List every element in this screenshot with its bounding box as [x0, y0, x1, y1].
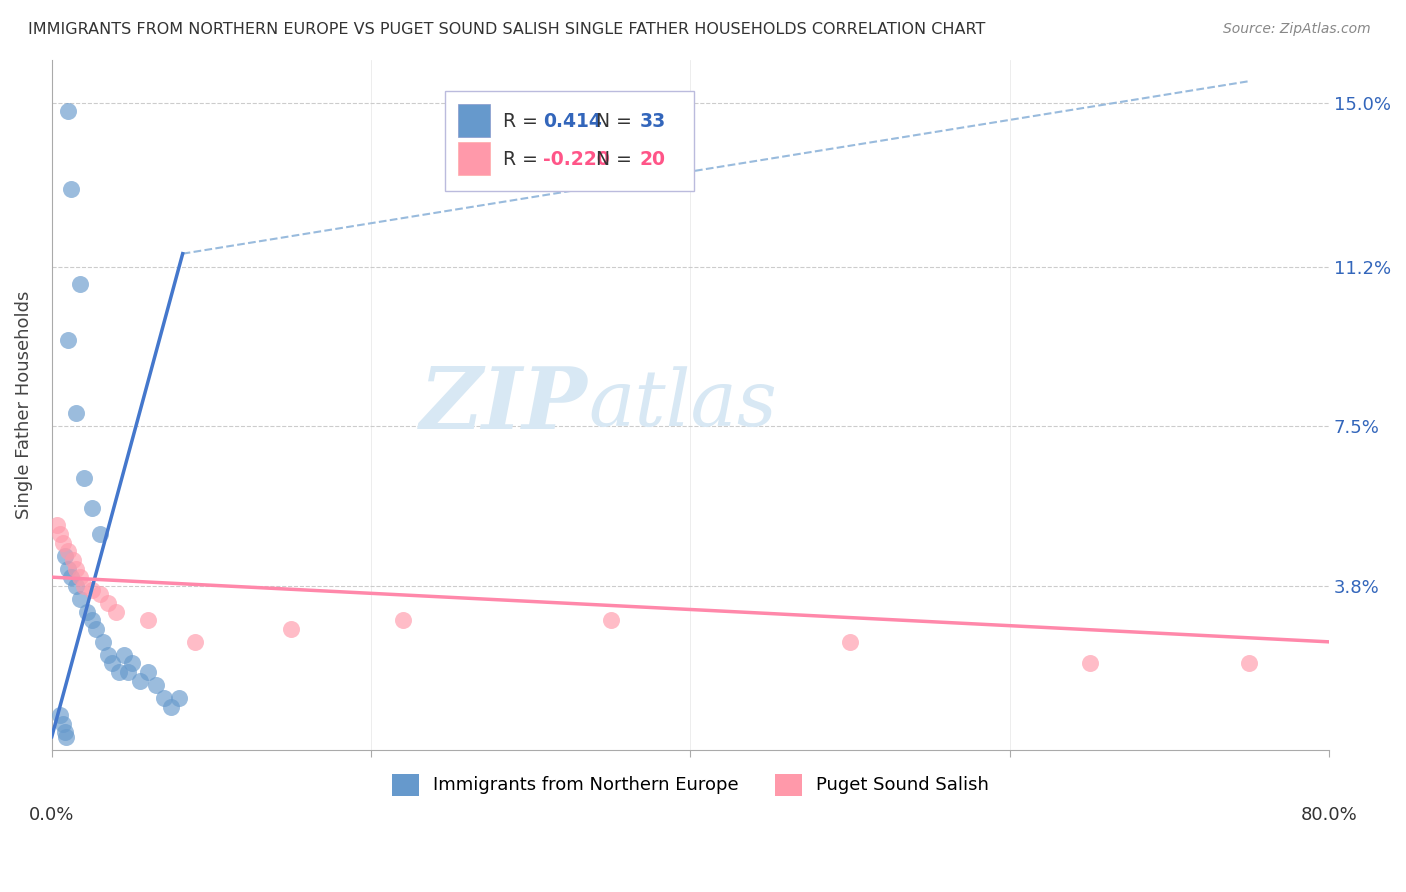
Point [91, 635, 114, 649]
Text: ZIP: ZIP [420, 363, 588, 446]
Point [112, 648, 135, 662]
Point [73, 579, 96, 593]
Y-axis label: Single Father Households: Single Father Households [15, 291, 32, 519]
Point [104, 605, 127, 619]
Point [599, 613, 621, 627]
FancyBboxPatch shape [458, 103, 489, 136]
Point [152, 690, 174, 705]
Point [48, 708, 70, 723]
Point [136, 613, 159, 627]
Point [56, 104, 79, 119]
Text: 20: 20 [640, 150, 665, 169]
Legend: Immigrants from Northern Europe, Puget Sound Salish: Immigrants from Northern Europe, Puget S… [384, 766, 997, 803]
Text: IMMIGRANTS FROM NORTHERN EUROPE VS PUGET SOUND SALISH SINGLE FATHER HOUSEHOLDS C: IMMIGRANTS FROM NORTHERN EUROPE VS PUGET… [28, 22, 986, 37]
Text: R =: R = [502, 112, 544, 131]
Point [52, 535, 75, 549]
Point [59, 570, 82, 584]
Point [169, 690, 191, 705]
Point [107, 665, 129, 679]
Point [69, 570, 91, 584]
Text: R =: R = [502, 150, 544, 169]
Point [59, 182, 82, 196]
Point [65, 406, 87, 420]
Point [80, 613, 103, 627]
Point [56, 544, 79, 558]
Point [128, 673, 150, 688]
Point [73, 471, 96, 485]
Point [65, 579, 87, 593]
Point [839, 635, 862, 649]
Text: 0.414: 0.414 [544, 112, 602, 131]
Point [76, 605, 98, 619]
Point [62, 553, 84, 567]
Point [45, 518, 67, 533]
Text: 33: 33 [640, 112, 665, 131]
Text: N =: N = [596, 112, 638, 131]
Text: 0.0%: 0.0% [30, 805, 75, 823]
Point [53, 725, 76, 739]
Point [48, 527, 70, 541]
Point [53, 549, 76, 563]
Point [69, 591, 91, 606]
FancyBboxPatch shape [458, 142, 489, 175]
Point [56, 561, 79, 575]
Point [160, 699, 183, 714]
Point [56, 333, 79, 347]
Text: 80.0%: 80.0% [1301, 805, 1357, 823]
Text: -0.220: -0.220 [544, 150, 610, 169]
Point [52, 716, 75, 731]
Point [89, 527, 111, 541]
Point [1078, 657, 1101, 671]
Point [101, 657, 124, 671]
Point [65, 561, 87, 575]
Point [97, 596, 120, 610]
Point [55, 730, 77, 744]
Point [280, 622, 302, 636]
Point [184, 635, 207, 649]
Point [86, 622, 108, 636]
Point [1237, 657, 1260, 671]
Point [69, 277, 91, 291]
Point [89, 587, 111, 601]
Text: Source: ZipAtlas.com: Source: ZipAtlas.com [1223, 22, 1371, 37]
Point [136, 665, 159, 679]
Point [392, 613, 415, 627]
Point [145, 678, 167, 692]
Point [97, 648, 120, 662]
Point [117, 665, 139, 679]
FancyBboxPatch shape [446, 91, 695, 191]
Point [80, 501, 103, 516]
Point [80, 583, 103, 598]
Text: N =: N = [596, 150, 638, 169]
Text: atlas: atlas [588, 367, 778, 442]
Point [121, 657, 143, 671]
